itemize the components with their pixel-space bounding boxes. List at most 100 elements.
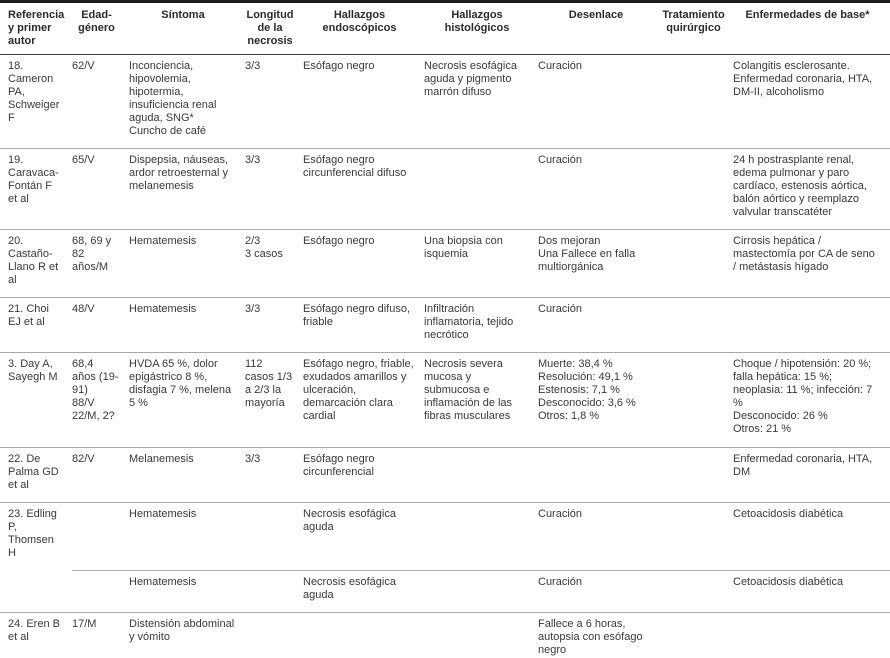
table-row: 19. Caravaca-Fontán F et al 65/V Dispepsia… xyxy=(0,148,890,230)
column-header: Longitud de la necrosis xyxy=(245,1,303,55)
column-header: Desenlace xyxy=(538,1,662,55)
table-cell xyxy=(662,569,733,612)
table-cell xyxy=(0,570,72,612)
table-cell xyxy=(662,55,733,149)
table-row: 22. De Palma GD et al 82/V Melanemesis 3/3 E… xyxy=(0,447,890,503)
table-cell: 19. Caravaca-Fontán F et al xyxy=(0,148,72,230)
table-cell: 68,4 años (19-91) 88/V 22/M, 2? xyxy=(72,352,129,448)
table-cell: 112 casos 1/3 a 2/3 la mayoría xyxy=(245,352,303,448)
table-cell xyxy=(662,297,733,353)
table-cell xyxy=(424,148,538,230)
table-cell xyxy=(662,352,733,448)
table-cell: Infiltración inflamatoria, tejido necrót… xyxy=(424,297,538,353)
table-cell: Cetoacidosis diabética xyxy=(733,502,890,570)
table-cell: 62/V xyxy=(72,60,95,72)
table-cell: 3/3 xyxy=(245,148,303,230)
table-cell: Curación xyxy=(538,502,662,570)
table-cell: Inconciencia, hipovolemia, hipotermia, i… xyxy=(129,60,217,137)
table-cell: Esófago negro circunferencial xyxy=(303,447,424,503)
table-cell: 65/V xyxy=(72,148,129,230)
table-cell: Distensión abdominal y vómito xyxy=(129,611,245,658)
table-cell xyxy=(662,611,733,658)
table-cell: Hematemesis xyxy=(129,502,245,570)
column-header: Edad-género xyxy=(72,1,129,55)
table-cell xyxy=(424,611,538,658)
table-cell: Enfermedad coronaria, HTA, DM xyxy=(733,447,890,503)
table-cell xyxy=(733,297,890,353)
table-cell: Necrosis esofágica aguda xyxy=(303,569,424,612)
table-cell xyxy=(662,229,733,298)
table-cell: Hematemesis xyxy=(129,569,245,612)
table-cell: Necrosis esofágica aguda xyxy=(303,502,424,570)
table-cell xyxy=(245,502,303,570)
column-header: Hallazgos histológicos xyxy=(424,1,538,55)
column-header: Síntoma xyxy=(129,1,245,55)
table-body: 18. Cameron PA, Schweiger F 62/V Inconcien… xyxy=(0,55,890,658)
table-cell xyxy=(72,502,129,570)
table-cell: 68, 69 y 82 años/M xyxy=(72,229,129,298)
table-cell: 23. Edling P, Thomsen H xyxy=(0,502,72,570)
table-cell xyxy=(662,502,733,570)
table-cell xyxy=(245,611,303,658)
table-cell: Choque / hipotensión: 20 %; falla hepáti… xyxy=(733,352,890,448)
table-cell: Una biopsia con isquemia xyxy=(424,229,538,298)
table-cell: 3/3 xyxy=(245,60,261,72)
table-cell: 22. De Palma GD et al xyxy=(0,447,72,503)
column-header: Enfermedades de base* xyxy=(733,1,890,55)
table-cell xyxy=(538,447,662,503)
table-cell: Necrosis severa mucosa y submucosa e inf… xyxy=(424,352,538,448)
table-cell: 20. Castaño-Llano R et al xyxy=(0,229,72,298)
table-cell: Esófago negro difuso, friable xyxy=(303,297,424,353)
table-cell xyxy=(424,447,538,503)
table-cell: Necrosis esofágica aguda y pigmento marr… xyxy=(424,60,517,98)
table-cell: Fallece a 6 horas, autopsia con esófago … xyxy=(538,611,662,658)
table-row: 18. Cameron PA, Schweiger F 62/V Inconcien… xyxy=(0,55,890,149)
table-cell xyxy=(303,611,424,658)
column-header: Hallazgos endoscópicos xyxy=(303,1,424,55)
table-cell: Curación xyxy=(538,60,583,72)
table-row: 20. Castaño-Llano R et al 68, 69 y 82 año… xyxy=(0,229,890,298)
table-cell: Melanemesis xyxy=(129,447,245,503)
table-cell: Curación xyxy=(538,148,662,230)
table-cell: Cirrosis hepática / mastectomía por CA d… xyxy=(733,229,890,298)
table-cell xyxy=(424,502,538,570)
table-cell: 48/V xyxy=(72,297,129,353)
table-cell: 24 h postrasplante renal, edema pulmonar… xyxy=(733,148,890,230)
header-row: Referencia y primer autor Edad-género Sínt… xyxy=(0,1,890,55)
table-cell: HVDA 65 %, dolor epigástrico 8 %, disfag… xyxy=(129,352,245,448)
table-cell: Esófago negro circunferencial difuso xyxy=(303,148,424,230)
table-cell: Dos mejoran Una Fallece en falla multior… xyxy=(538,229,662,298)
table-cell: 3. Day A, Sayegh M xyxy=(0,352,72,448)
table-cell xyxy=(424,569,538,612)
table-cell: Colangitis esclerosante. Enfermedad coro… xyxy=(733,60,873,98)
table-row: 23. Edling P, Thomsen H Hematemesis Necros… xyxy=(0,502,890,570)
table-cell: Hematemesis xyxy=(129,297,245,353)
table-cell: 21. Choi EJ et al xyxy=(0,297,72,353)
column-header: Referencia y primer autor xyxy=(0,1,72,55)
table-row: Hematemesis Necrosis esofágica aguda Curac… xyxy=(0,569,890,612)
table-row: 3. Day A, Sayegh M 68,4 años (19-91) 88/V… xyxy=(0,352,890,448)
table-cell xyxy=(245,569,303,612)
table-cell: Esófago negro xyxy=(303,60,375,72)
table-cell: Dispepsia, náuseas, ardor retroesternal … xyxy=(129,148,245,230)
table-cell: 82/V xyxy=(72,447,129,503)
table-cell xyxy=(733,611,890,658)
table-cell xyxy=(662,447,733,503)
table-cell: 18. Cameron PA, Schweiger F xyxy=(8,60,60,124)
table-cell: Muerte: 38,4 % Resolución: 49,1 % Esteno… xyxy=(538,352,662,448)
table-cell: Esófago negro xyxy=(303,229,424,298)
column-header: Tratamiento quirúrgico xyxy=(662,1,733,55)
table-cell: Cetoacidosis diabética xyxy=(733,569,890,612)
table-cell: 2/3 3 casos xyxy=(245,229,303,298)
table-cell: Hematemesis xyxy=(129,229,245,298)
table-cell xyxy=(72,569,129,612)
table-cell: 3/3 xyxy=(245,297,303,353)
table-cell: Esófago negro, friable, exudados amarill… xyxy=(303,352,424,448)
table-cell: 24. Eren B et al xyxy=(0,611,72,658)
table-cell xyxy=(662,148,733,230)
table-cell: 17/M xyxy=(72,611,129,658)
table-cell: Curación xyxy=(538,297,662,353)
table-cell: Curación xyxy=(538,569,662,612)
